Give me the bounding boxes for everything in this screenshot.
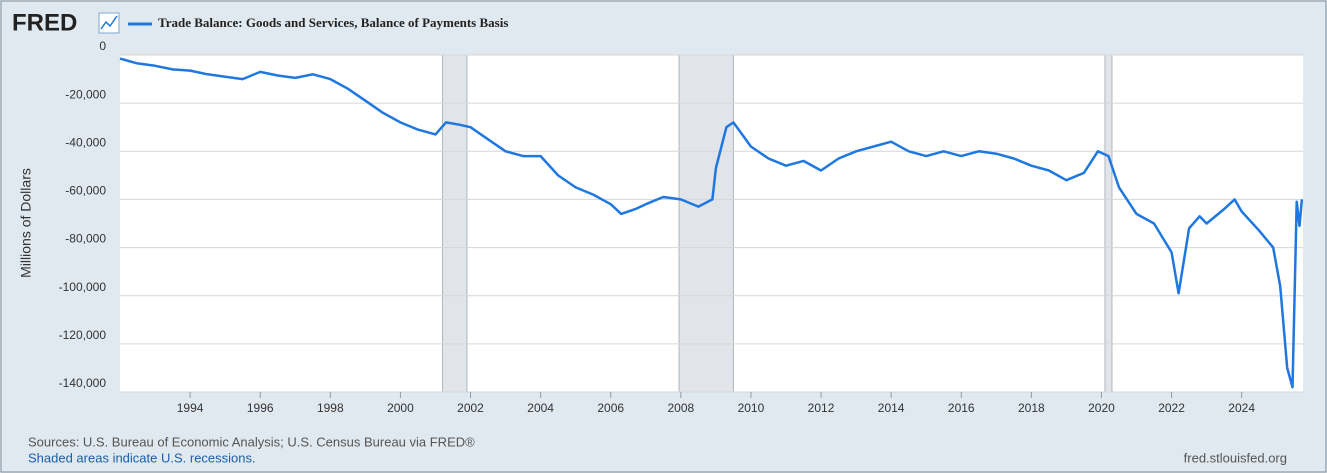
x-tick-label: 2018 — [1018, 401, 1045, 415]
recession-band — [1104, 54, 1113, 393]
x-tick-label: 1994 — [177, 401, 204, 415]
recession-note: Shaded areas indicate U.S. recessions. — [28, 450, 256, 465]
x-tick-label: 2020 — [1088, 401, 1115, 415]
x-tick-label: 2004 — [527, 401, 554, 415]
x-tick-label: 1998 — [317, 401, 344, 415]
y-tick-label: -80,000 — [65, 232, 106, 246]
x-tick-label: 2006 — [597, 401, 624, 415]
legend-label: Trade Balance: Goods and Services, Balan… — [158, 15, 508, 30]
y-tick-label: 0 — [99, 39, 106, 53]
x-tick-label: 2022 — [1158, 401, 1185, 415]
y-tick-label: -40,000 — [65, 135, 106, 149]
logo-icon-line — [100, 15, 118, 30]
y-tick-label: -120,000 — [59, 328, 107, 342]
source: Sources: U.S. Bureau of Economic Analysi… — [28, 434, 475, 449]
x-tick-label: 2002 — [457, 401, 484, 415]
x-tick-label: 2024 — [1228, 401, 1255, 415]
y-tick-label: -140,000 — [59, 376, 107, 390]
logo-icon — [98, 12, 120, 34]
x-tick-label: 2010 — [738, 401, 765, 415]
x-tick-label: 2014 — [878, 401, 905, 415]
y-tick-label: -20,000 — [65, 87, 106, 101]
recession-band — [441, 54, 468, 393]
series-line — [119, 57, 1304, 389]
x-tick-label: 2008 — [667, 401, 694, 415]
logo: FRED — [12, 9, 77, 36]
y-tick-label: -100,000 — [59, 280, 107, 294]
x-tick-label: 2012 — [808, 401, 835, 415]
x-tick-label: 1996 — [247, 401, 274, 415]
site: fred.stlouisfed.org — [1184, 450, 1287, 465]
recession-band — [678, 54, 734, 393]
x-tick-label: 2000 — [387, 401, 414, 415]
y-tick-label: -60,000 — [65, 184, 106, 198]
x-tick-label: 2016 — [948, 401, 975, 415]
y-axis-label: Millions of Dollars — [18, 168, 34, 278]
